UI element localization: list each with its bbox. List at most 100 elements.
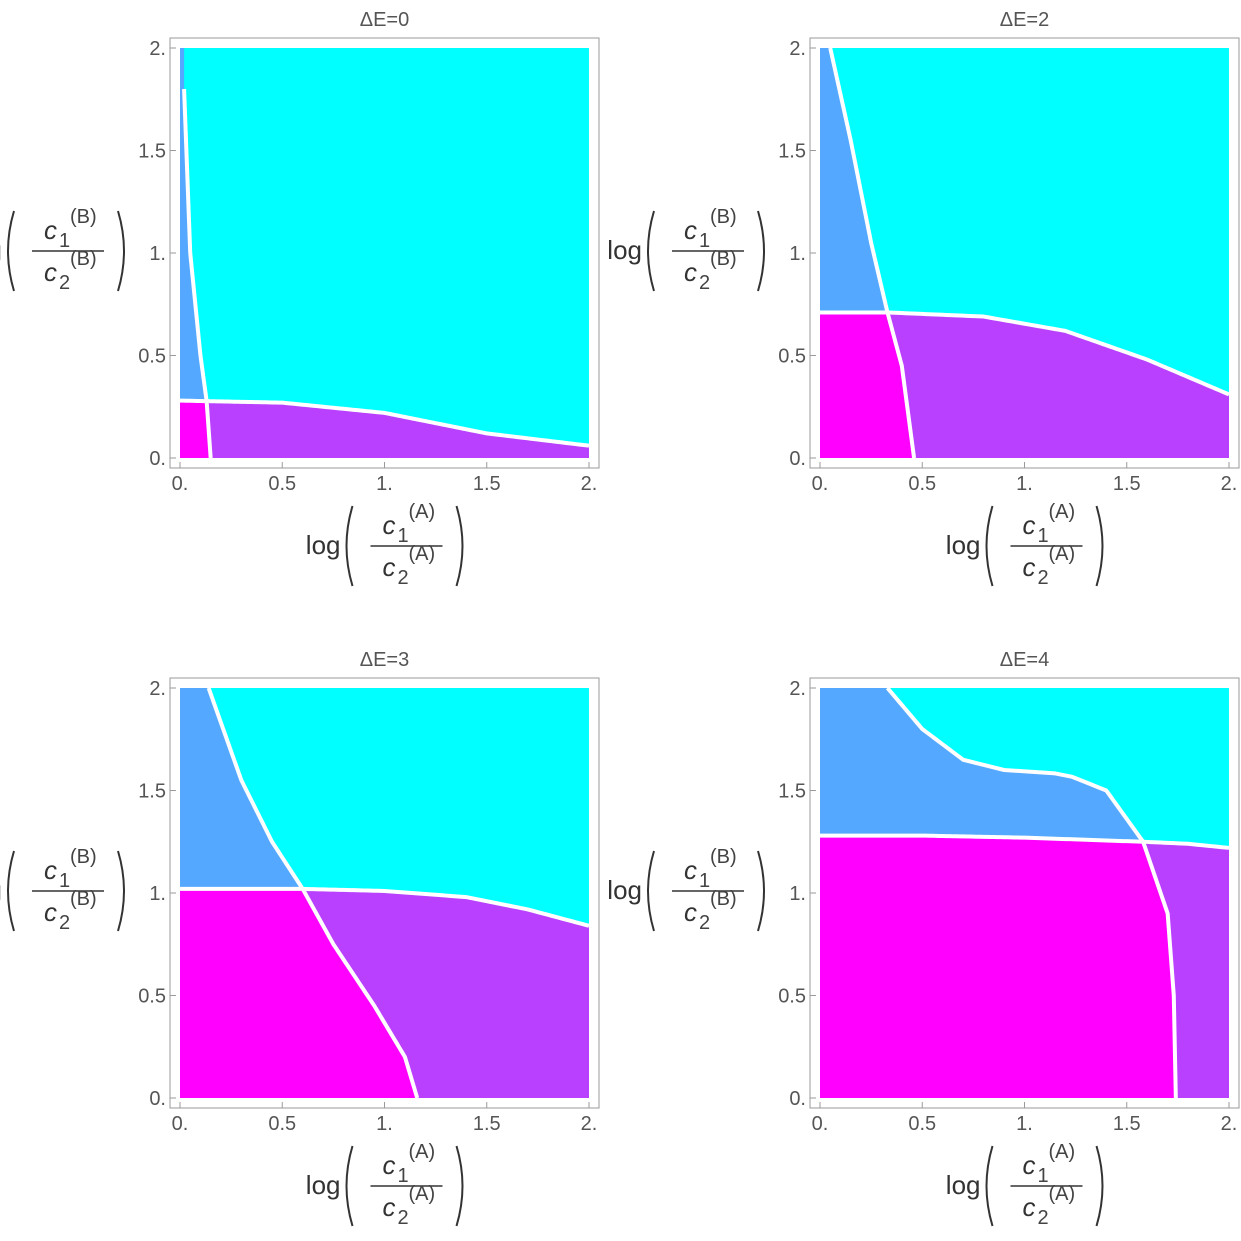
label-denominator: c xyxy=(684,257,697,287)
label-denominator-sub: 2 xyxy=(59,912,70,934)
label-numerator: c xyxy=(383,1150,396,1180)
x-tick-label: 1.5 xyxy=(1113,1113,1141,1135)
label-numerator-sup: (B) xyxy=(710,846,737,868)
label-function: log xyxy=(306,530,341,560)
y-tick-label: 1. xyxy=(789,883,806,905)
label-open-paren xyxy=(985,505,994,587)
label-close-paren xyxy=(1095,1145,1104,1227)
y-tick-label: 1.5 xyxy=(138,141,166,163)
y-tick-label: 1.5 xyxy=(138,781,166,803)
y-tick-label: 1. xyxy=(149,883,166,905)
label-denominator-sub: 2 xyxy=(398,1207,409,1229)
x-tick-label: 1. xyxy=(376,1113,393,1135)
label-numerator: c xyxy=(1023,510,1036,540)
y-tick-label: 0. xyxy=(789,1088,806,1110)
label-denominator-sup: (A) xyxy=(1049,1183,1076,1205)
label-close-paren xyxy=(117,850,125,932)
label-open-paren xyxy=(345,1145,354,1227)
y-tick-label: 0.5 xyxy=(778,346,806,368)
label-function: log xyxy=(946,530,981,560)
label-numerator-sub: 1 xyxy=(59,230,70,252)
y-tick-label: 0.5 xyxy=(778,986,806,1008)
label-close-paren xyxy=(455,505,464,587)
plot-area xyxy=(820,688,1229,1098)
label-numerator-sup: (B) xyxy=(70,206,97,228)
label-open-paren xyxy=(647,850,655,932)
x-tick-label: 0. xyxy=(172,1113,189,1135)
label-numerator: c xyxy=(1023,1150,1036,1180)
label-function: log xyxy=(306,1170,341,1200)
label-numerator: c xyxy=(44,855,57,885)
boundary-vertical xyxy=(206,688,420,1098)
x-tick-label: 0.5 xyxy=(908,473,936,495)
label-denominator-sup: (B) xyxy=(710,248,737,270)
label-denominator: c xyxy=(684,897,697,927)
label-denominator-sub: 2 xyxy=(1038,1207,1049,1229)
region-bottom-left xyxy=(820,835,1176,1098)
label-function: log xyxy=(946,1170,981,1200)
x-tick-label: 1.5 xyxy=(1113,473,1141,495)
label-open-paren xyxy=(7,210,15,292)
y-tick-label: 1. xyxy=(789,243,806,265)
y-tick-label: 2. xyxy=(789,38,806,60)
label-denominator-sup: (B) xyxy=(70,248,97,270)
y-tick-label: 1.5 xyxy=(778,781,806,803)
region-top-right xyxy=(180,48,589,458)
x-tick-label: 0. xyxy=(812,1113,829,1135)
x-tick-label: 2. xyxy=(1221,1113,1238,1135)
panel-title: ΔE=2 xyxy=(1000,9,1050,31)
x-tick-label: 2. xyxy=(581,473,598,495)
x-tick-label: 1.5 xyxy=(473,1113,501,1135)
label-denominator-sup: (B) xyxy=(710,888,737,910)
label-denominator-sup: (A) xyxy=(409,1183,436,1205)
boundary-horizontal xyxy=(820,833,1229,850)
x-tick-label: 2. xyxy=(1221,473,1238,495)
label-denominator: c xyxy=(1023,552,1036,582)
label-numerator-sup: (A) xyxy=(409,1141,436,1163)
boundary-horizontal xyxy=(180,398,589,448)
label-numerator-sub: 1 xyxy=(59,870,70,892)
region-bottom-right xyxy=(180,400,589,458)
x-tick-label: 1.5 xyxy=(473,473,501,495)
label-denominator-sub: 2 xyxy=(699,272,710,294)
label-function: log xyxy=(607,235,642,265)
label-numerator-sub: 1 xyxy=(699,870,710,892)
label-denominator: c xyxy=(383,1192,396,1222)
label-numerator: c xyxy=(44,215,57,245)
x-tick-label: 1. xyxy=(376,473,393,495)
panel-title: ΔE=0 xyxy=(360,9,410,31)
label-numerator-sup: (A) xyxy=(1049,501,1076,523)
label-function: log xyxy=(0,235,2,265)
x-tick-label: 1. xyxy=(1016,473,1033,495)
boundary-vertical xyxy=(828,48,917,458)
x-tick-label: 0.5 xyxy=(268,473,296,495)
region-bottom-left xyxy=(820,312,915,458)
label-numerator-sup: (B) xyxy=(710,206,737,228)
label-close-paren xyxy=(757,210,765,292)
label-open-paren xyxy=(647,210,655,292)
label-function: log xyxy=(607,875,642,905)
plot-area xyxy=(180,688,589,1098)
y-tick-label: 2. xyxy=(789,678,806,700)
x-tick-label: 1. xyxy=(1016,1113,1033,1135)
label-numerator: c xyxy=(383,510,396,540)
label-numerator-sup: (A) xyxy=(1049,1141,1076,1163)
label-close-paren xyxy=(757,850,765,932)
label-denominator: c xyxy=(44,257,57,287)
label-denominator-sub: 2 xyxy=(1038,567,1049,589)
label-denominator-sub: 2 xyxy=(59,272,70,294)
panel-title: ΔE=3 xyxy=(360,649,410,671)
label-denominator-sup: (A) xyxy=(409,543,436,565)
label-open-paren xyxy=(985,1145,994,1227)
y-tick-label: 0.5 xyxy=(138,986,166,1008)
boundary-vertical xyxy=(885,688,1178,1098)
label-numerator: c xyxy=(684,215,697,245)
